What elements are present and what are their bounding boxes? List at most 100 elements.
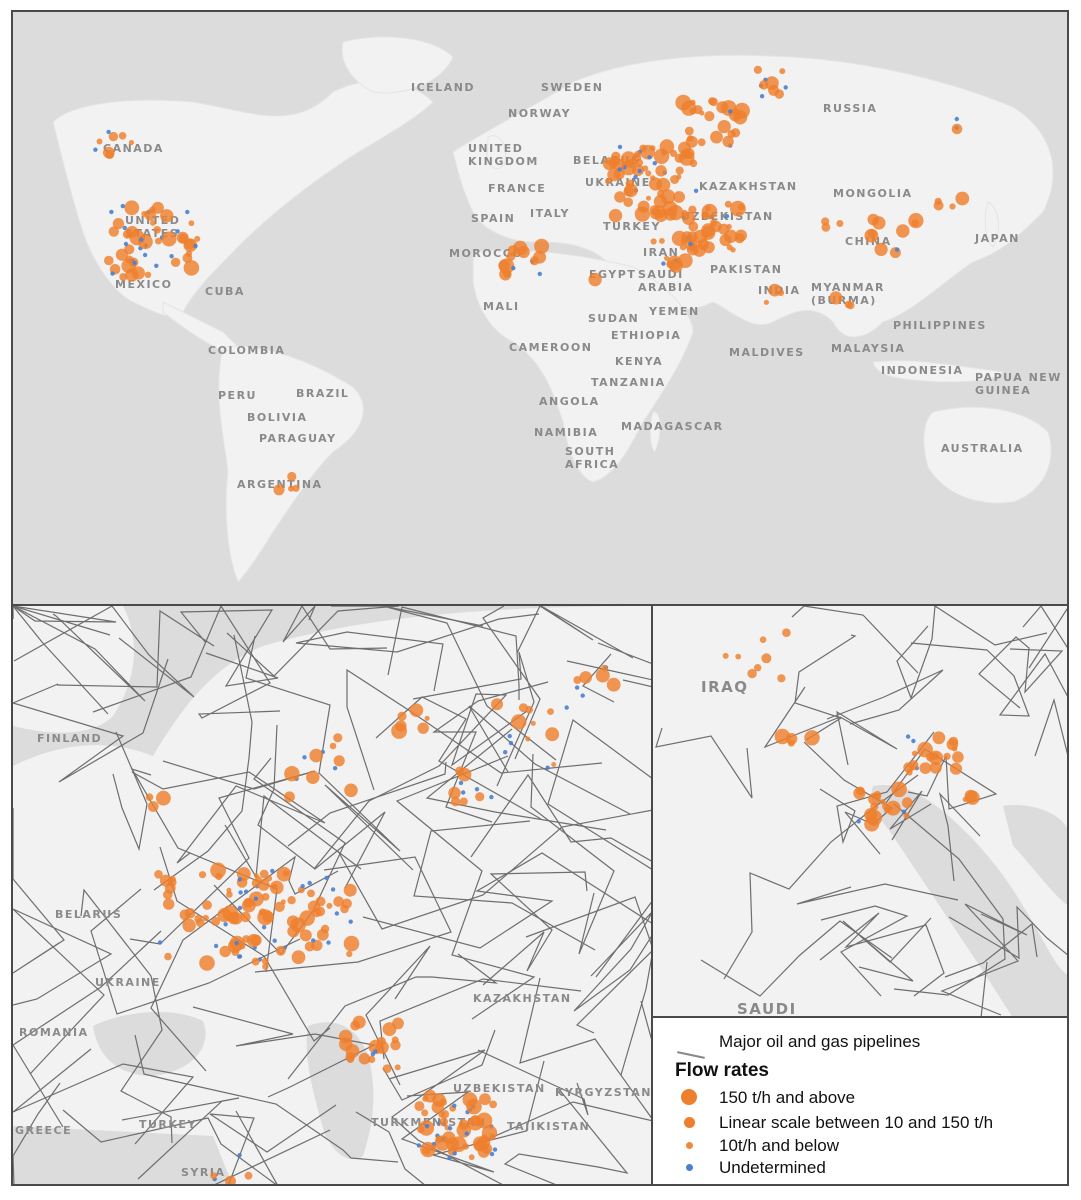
russia-undetermined-site (237, 877, 242, 882)
japan-land (984, 201, 999, 248)
gulf-inset-land (653, 606, 1067, 1016)
world-emission-site (655, 165, 667, 177)
gulf-pipeline (791, 606, 919, 674)
russia-emission-site (244, 1171, 253, 1180)
russia-undetermined-site (458, 780, 464, 786)
russia-undetermined-site (492, 1147, 498, 1152)
south-america-land (218, 345, 364, 583)
russia-emission-site (346, 950, 353, 958)
russia-pipeline (482, 871, 588, 986)
russia-undetermined-site (464, 1131, 469, 1136)
russia-pipeline (566, 660, 651, 688)
world-emission-site (588, 272, 602, 287)
russia-emission-site (468, 1154, 475, 1161)
world-emission-site (717, 120, 731, 134)
russia-undetermined-site (234, 940, 239, 946)
map-label-greece: GREECE (15, 1124, 72, 1137)
gulf-pipeline (940, 903, 1028, 1016)
russia-emission-site (287, 925, 300, 938)
russia-emission-site (210, 862, 227, 879)
russia-emission-site (219, 945, 231, 958)
russia-emission-site (518, 703, 528, 713)
russia-emission-site (491, 698, 503, 711)
russia-emission-site (306, 770, 320, 784)
russia-emission-site (442, 1131, 456, 1145)
russia-undetermined-site (503, 750, 508, 755)
russia-pipeline (337, 809, 651, 930)
gulf-emission-site (929, 761, 942, 774)
world-emission-site (664, 207, 677, 221)
russia-emission-site (391, 723, 407, 739)
map-label-belarus: BELARUS (55, 908, 122, 921)
uk-land (486, 135, 507, 169)
russia-emission-site (211, 916, 221, 926)
russia-emission-site (182, 918, 196, 933)
russia-pipeline (287, 953, 499, 1080)
russia-emission-site (530, 720, 536, 726)
gulf-emission-site (880, 799, 886, 805)
world-emission-site (718, 223, 730, 235)
russia-emission-site (358, 1052, 371, 1065)
africa-land (472, 249, 694, 483)
world-emission-site (759, 80, 769, 90)
gulf-of-oman-water (1003, 805, 1067, 905)
world-emission-site (659, 238, 665, 244)
undetermined-site-circle-icon (686, 1164, 693, 1171)
russia-emission-site (333, 755, 345, 767)
russia-emission-site (479, 1093, 491, 1106)
world-emission-site (951, 123, 963, 135)
world-emission-site (194, 235, 201, 242)
russia-emission-site (198, 871, 207, 879)
world-emission-site (955, 191, 970, 206)
russia-pipeline (13, 658, 169, 783)
world-undetermined-site (633, 174, 638, 180)
world-emission-site (753, 65, 763, 74)
world-emission-site (131, 266, 145, 280)
world-emission-sites (93, 65, 970, 496)
map-label-kazakhstan: KAZAKHSTAN (473, 992, 572, 1005)
world-map-canvas: ICELAND SWEDEN NORWAY RUSSIA CANADA UNITED KIN… (52, 36, 1060, 583)
russia-pipeline (400, 1060, 545, 1173)
russia-emission-site (184, 908, 196, 919)
gulf-undetermined-site (911, 738, 916, 744)
persian-gulf-inset: IRAQ SAUDI (651, 606, 1069, 1018)
world-emission-site (667, 255, 682, 271)
russia-undetermined-site (261, 925, 267, 930)
world-emission-site (183, 260, 200, 276)
world-emission-site (659, 139, 675, 154)
greenland-land (341, 36, 454, 94)
russia-emission-site (345, 1044, 360, 1058)
map-label-pakistan: PAKISTAN (710, 263, 782, 276)
world-undetermined-site (193, 243, 198, 249)
russia-emission-site (333, 896, 344, 907)
map-label-sweden: SWEDEN (541, 81, 603, 94)
world-emission-site (105, 150, 115, 160)
russia-emission-site (154, 870, 163, 879)
world-undetermined-site (93, 147, 98, 152)
russia-emission-site (251, 957, 260, 966)
map-label-finland: FINLAND (37, 732, 102, 745)
russia-undetermined-site (564, 705, 569, 710)
russia-pipeline (192, 1006, 376, 1098)
world-emission-site (126, 225, 139, 238)
russia-pipeline (179, 609, 279, 687)
gulf-emission-site (948, 736, 959, 747)
russia-pipeline (412, 651, 535, 787)
russia-undetermined-site (237, 1153, 242, 1158)
russia-pipeline (388, 1049, 503, 1184)
russia-pipeline (257, 724, 386, 889)
world-emission-site (512, 240, 528, 256)
world-emission-site (734, 233, 745, 244)
russia-emission-site (329, 742, 337, 750)
madagascar-land (649, 411, 661, 453)
world-emission-site (724, 200, 732, 208)
gulf-pipeline (842, 917, 932, 982)
russia-emission-site (326, 902, 333, 909)
world-emission-site (104, 255, 114, 266)
russia-emission-site (573, 676, 582, 684)
russia-emission-site (417, 1125, 425, 1134)
russia-emission-site (457, 767, 472, 782)
map-label-france: FRANCE (488, 182, 546, 195)
russia-pipeline (13, 930, 162, 1128)
world-undetermined-site (511, 265, 516, 271)
